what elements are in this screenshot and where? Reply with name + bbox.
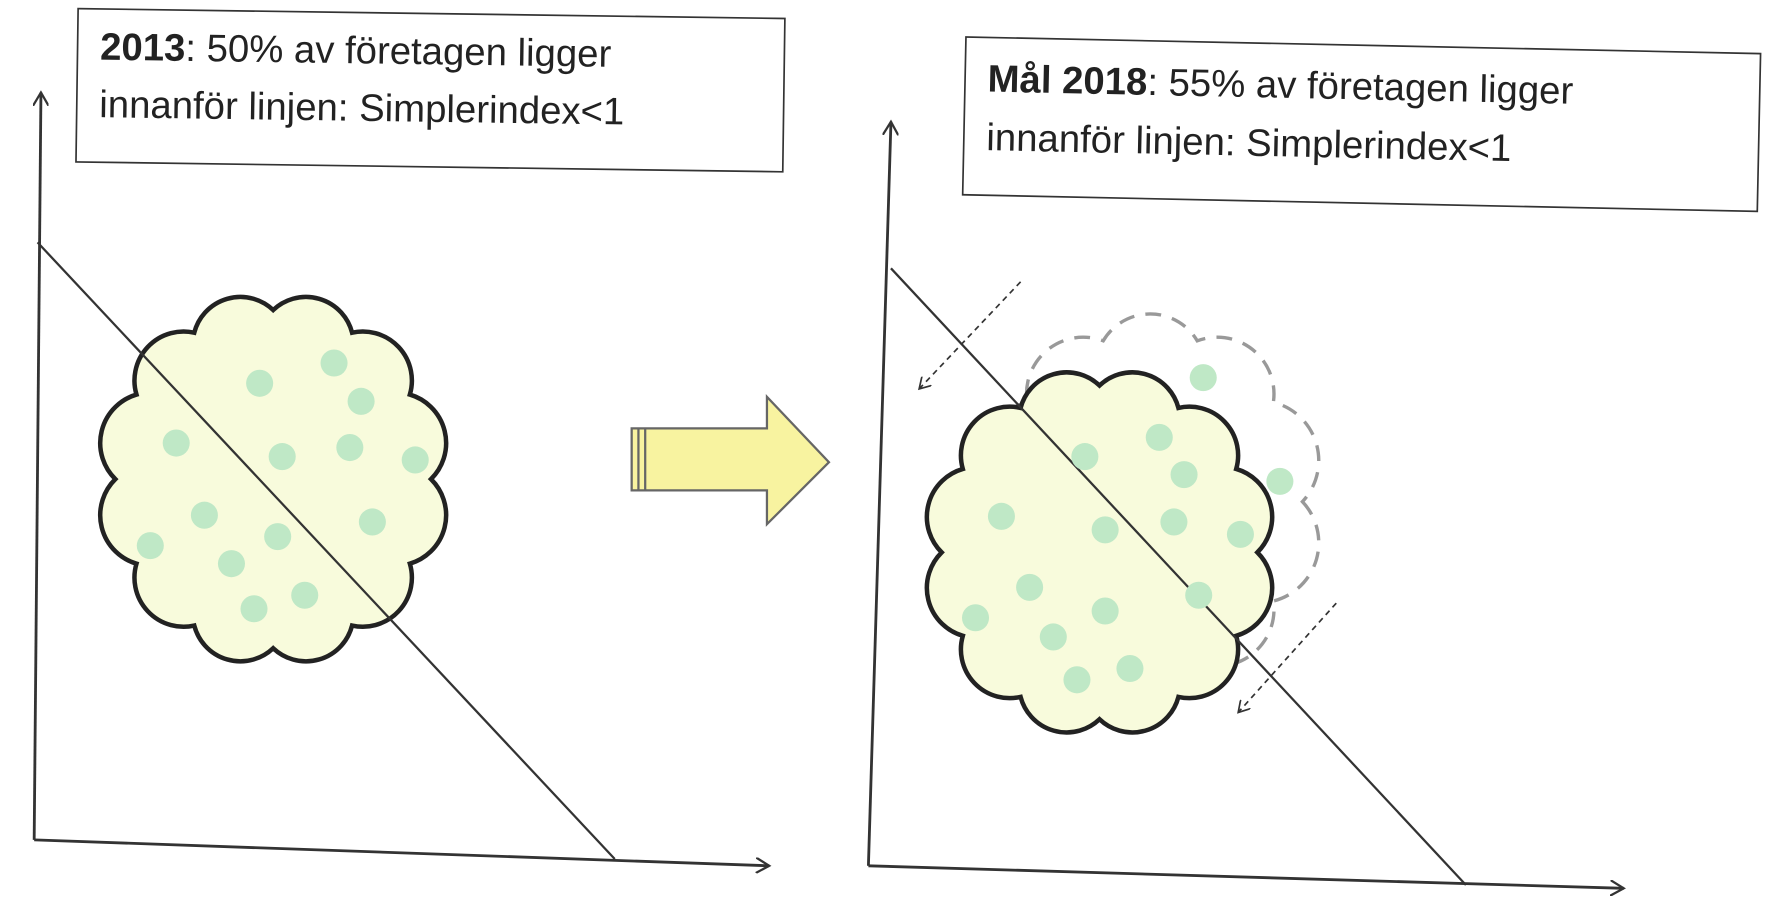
company-dot (1145, 423, 1173, 451)
company-dot (136, 532, 164, 560)
company-dot (246, 369, 274, 397)
label-line: innanför linjen: Simplerindex<1 (99, 83, 625, 133)
company-dot (1226, 520, 1254, 548)
company-dot (1160, 508, 1188, 536)
company-dot (401, 446, 429, 474)
label-line: Mål 2018: 55% av företagen ligger (987, 58, 1574, 113)
index-line (890, 267, 1467, 886)
label-box (75, 7, 786, 173)
company-dot (1266, 467, 1294, 495)
company-dot (264, 523, 292, 551)
company-dot (1189, 364, 1217, 392)
company-cloud (924, 370, 1275, 735)
label-box (961, 36, 1762, 213)
company-dot (217, 550, 245, 578)
y-axis (866, 122, 891, 866)
company-dot (358, 508, 386, 536)
company-dot (1071, 443, 1099, 471)
company-cloud (97, 294, 449, 664)
label-text: : 55% av företagen ligger (1147, 61, 1574, 113)
company-dot (1016, 573, 1044, 601)
x-axis (868, 864, 1623, 889)
shift-arrow (1238, 602, 1337, 712)
arrow (630, 393, 831, 527)
company-dot (336, 434, 364, 462)
company-dot (1091, 597, 1119, 625)
company-dot (1063, 666, 1091, 694)
x-axis (34, 838, 769, 866)
panel-2013: 2013: 50% av företagen ligger innanför l… (32, 7, 786, 866)
company-dot (1170, 461, 1198, 489)
label-text: : 50% av företagen ligger (185, 27, 612, 76)
company-dot (1116, 654, 1144, 683)
y-axis (32, 92, 41, 840)
company-dot (1091, 516, 1119, 544)
company-dot (987, 502, 1015, 530)
company-dot (291, 581, 319, 609)
company-dot (1185, 581, 1213, 609)
panel-2018: Mål 2018: 55% av företagen ligger innanf… (866, 36, 1762, 889)
company-dot (1039, 623, 1067, 651)
company-dot (268, 443, 296, 471)
index-line (36, 241, 616, 860)
shift-arrow (919, 281, 1022, 389)
company-dot (320, 349, 348, 377)
company-dot (961, 604, 990, 632)
company-dot (190, 501, 218, 529)
company-dot (347, 387, 375, 415)
company-dot (162, 429, 190, 457)
company-dot (240, 595, 268, 623)
label-line: 2013: 50% av företagen ligger (100, 26, 612, 76)
label-bold: Mål 2018 (987, 58, 1148, 104)
label-bold: 2013 (100, 26, 186, 70)
